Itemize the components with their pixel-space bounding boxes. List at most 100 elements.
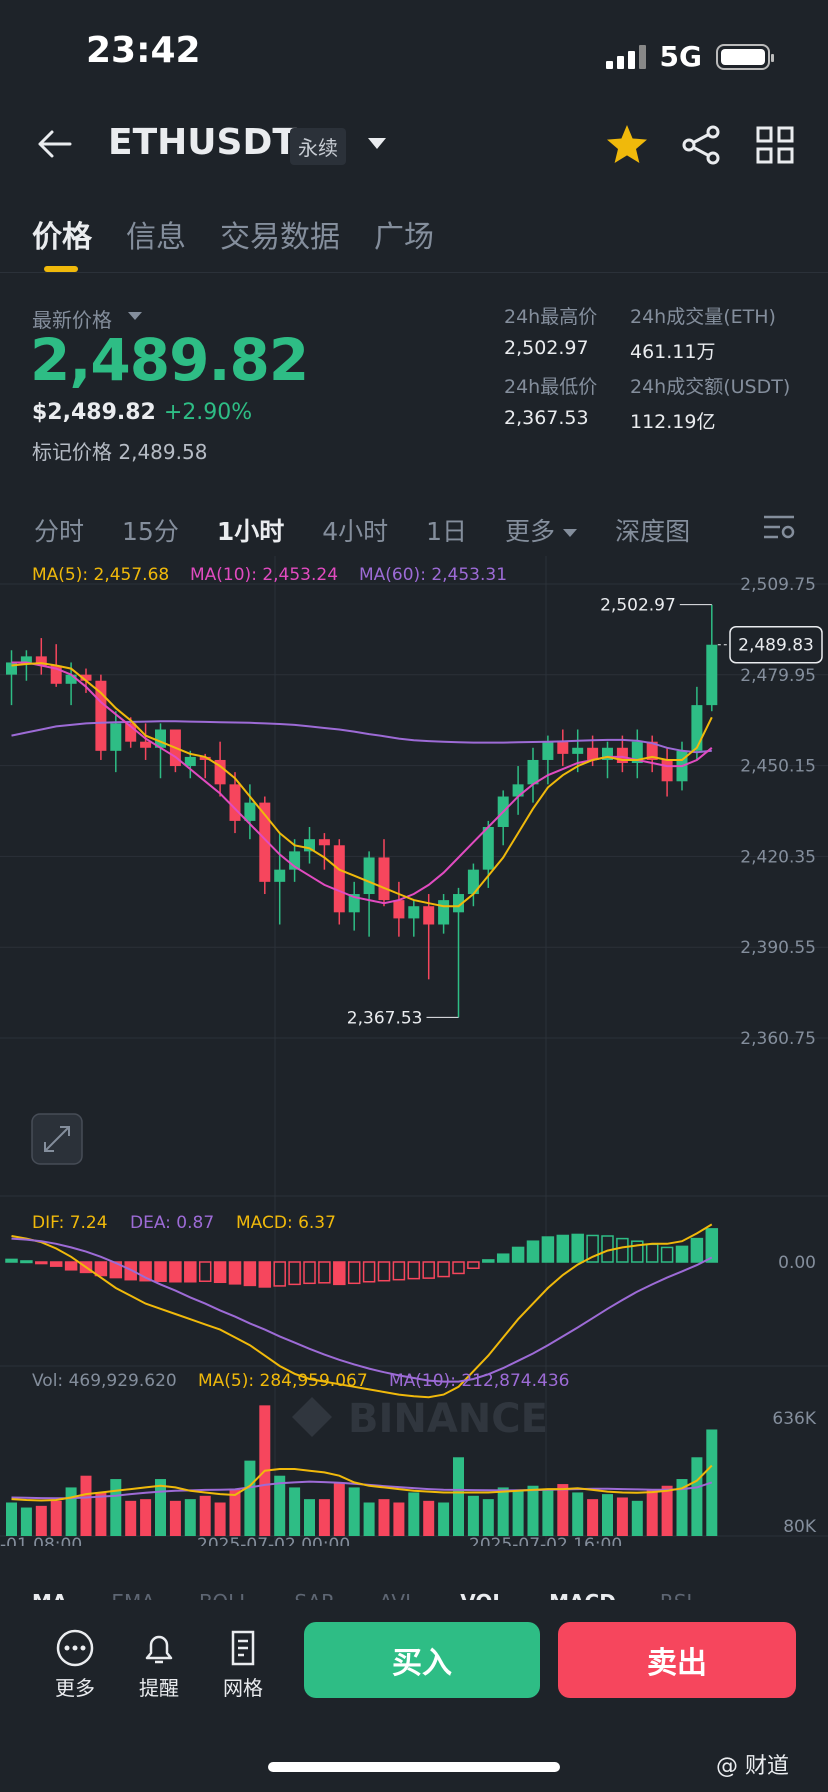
candle-body: [155, 729, 166, 748]
credit-watermark: @ 财道: [716, 1754, 789, 1779]
interval-15m[interactable]: 15分: [122, 517, 179, 546]
interval-time[interactable]: 分时: [34, 517, 85, 546]
volume-bar: [304, 1499, 315, 1536]
macd-histogram-bar: [690, 1237, 704, 1263]
macd-histogram-bar: [139, 1261, 152, 1282]
layout-grid-icon[interactable]: [756, 126, 794, 164]
y-tick-label: 2,420.35: [740, 847, 816, 867]
interval-selector: 分时 15分 1小时 4小时 1日 更多 深度图: [34, 512, 728, 548]
bell-icon: [145, 1635, 173, 1664]
macd-histogram-bar: [511, 1246, 525, 1263]
interval-1d[interactable]: 1日: [426, 517, 468, 546]
expand-icon: [44, 1126, 70, 1152]
macd-dif-line: [11, 1223, 713, 1399]
candle-body: [706, 644, 718, 706]
volume-bar: [408, 1492, 420, 1536]
macd-histogram-bar: [5, 1258, 18, 1263]
sell-button[interactable]: 卖出: [558, 1622, 796, 1698]
interval-4h[interactable]: 4小时: [322, 517, 389, 546]
kline-chart[interactable]: BINANCE MA(5): 2,457.68 MA(10): 2,453.24…: [0, 556, 828, 1546]
candle-body: [35, 656, 47, 666]
ma10-line: [11, 661, 713, 905]
home-indicator: [268, 1762, 560, 1772]
volume-bar: [482, 1499, 494, 1536]
macd-histogram-bar: [362, 1261, 376, 1283]
volume-bar: [691, 1457, 703, 1536]
macd-histogram-bar: [586, 1234, 599, 1263]
ma60-line: [11, 720, 712, 754]
macd-histogram-bar: [645, 1243, 659, 1263]
volume-bar: [6, 1502, 17, 1536]
candle-body: [20, 656, 32, 663]
macd-histogram-bar: [333, 1261, 346, 1286]
macd-dif-legend: DIF: 7.24: [32, 1213, 108, 1233]
latest-price-label[interactable]: 最新价格: [32, 308, 112, 332]
candle-body: [602, 747, 613, 760]
status-indicators: 5G: [605, 40, 774, 73]
indicator-settings-icon[interactable]: [762, 512, 796, 542]
macd-histogram-bar: [35, 1261, 48, 1265]
macd-histogram-bar: [631, 1240, 644, 1263]
interval-1h[interactable]: 1小时: [216, 517, 285, 546]
tab-info[interactable]: 信息: [126, 220, 186, 255]
volume-bar: [453, 1457, 464, 1536]
macd-histogram-bar: [526, 1240, 540, 1263]
stat-24h-volume-eth: 24h成交量(ETH) 461.11万: [630, 302, 776, 364]
candle-body: [140, 741, 152, 748]
volume-bar: [214, 1502, 226, 1536]
favorite-star-icon[interactable]: [604, 122, 650, 168]
binance-logo-icon: [292, 1397, 332, 1437]
candle-body: [363, 857, 375, 895]
macd-histogram-bar: [407, 1261, 421, 1280]
volume-bar: [631, 1500, 643, 1536]
candle-body: [244, 802, 256, 821]
candle-body: [110, 723, 122, 751]
candle-body: [259, 802, 271, 882]
volume-bar: [80, 1475, 92, 1536]
symbol-title[interactable]: ETHUSDT: [108, 122, 297, 163]
depth-chart-tab[interactable]: 深度图: [615, 517, 691, 546]
tab-price[interactable]: 价格: [32, 220, 92, 255]
more-button[interactable]: 更多: [40, 1628, 110, 1701]
candle-body: [512, 784, 524, 797]
share-icon[interactable]: [680, 124, 722, 166]
volume-bar: [333, 1482, 345, 1536]
alert-label: 提醒: [139, 1676, 179, 1700]
interval-more[interactable]: 更多: [505, 512, 578, 548]
candle-body: [616, 747, 628, 764]
tab-trading-data[interactable]: 交易数据: [220, 220, 340, 255]
volume-bar: [65, 1487, 77, 1536]
macd-dea-legend: DEA: 0.87: [130, 1213, 214, 1233]
candle-body: [408, 906, 420, 919]
current-price-tag: [729, 625, 823, 664]
stat-label: 24h成交量(ETH): [630, 306, 776, 328]
candle-body: [378, 857, 390, 901]
usd-price-line: $2,489.82 +2.90%: [32, 400, 252, 425]
alert-button[interactable]: 提醒: [124, 1628, 194, 1701]
macd-histogram-bar: [94, 1261, 108, 1277]
back-arrow-icon[interactable]: [34, 124, 74, 164]
expand-chart-button[interactable]: [31, 1113, 83, 1165]
stat-label: 24h最高价: [504, 306, 598, 328]
buy-button[interactable]: 买入: [304, 1622, 540, 1698]
volume-bar: [318, 1499, 330, 1536]
mark-price-label: 标记价格: [32, 440, 112, 464]
status-time: 23:42: [86, 30, 201, 71]
volume-bar: [155, 1479, 166, 1536]
network-type: 5G: [659, 40, 702, 73]
candle-body: [423, 906, 435, 925]
volume-bar: [557, 1484, 569, 1536]
symbol-dropdown-icon[interactable]: [368, 138, 386, 149]
vol-ma5-legend: MA(5): 284,959.067: [198, 1371, 368, 1391]
grid-trading-button[interactable]: 网格: [208, 1628, 278, 1701]
tab-square[interactable]: 广场: [374, 220, 434, 255]
macd-histogram-bar: [571, 1233, 584, 1263]
volume-bar: [184, 1499, 196, 1536]
price-type-dropdown-icon[interactable]: [128, 312, 142, 320]
volume-bar: [512, 1490, 524, 1536]
macd-histogram-bar: [288, 1261, 301, 1286]
y-tick-label: 2,479.95: [740, 666, 816, 686]
battery-icon: [716, 43, 774, 70]
volume-bar: [199, 1495, 211, 1536]
vol-legend: Vol: 469,929.620: [32, 1371, 177, 1391]
